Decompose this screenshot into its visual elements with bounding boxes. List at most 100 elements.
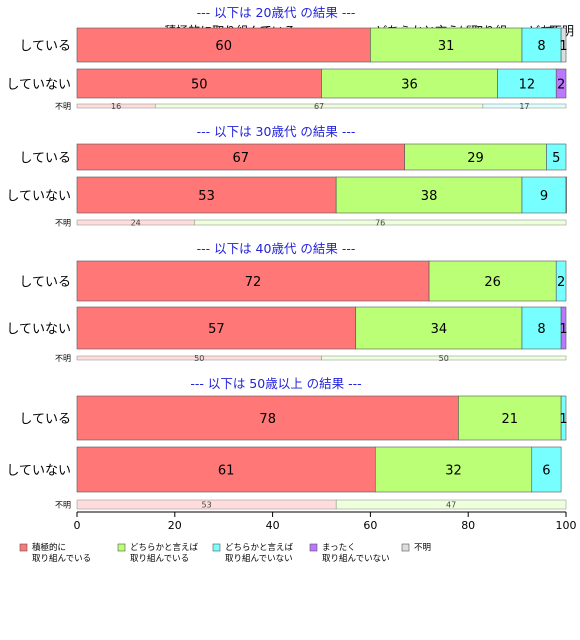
row-label: していない [6, 78, 71, 93]
legend-swatch [212, 543, 221, 552]
bar-value-label: 38 [421, 189, 438, 204]
bar-value-label: 26 [484, 275, 501, 290]
unknown-value-label: 50 [439, 354, 449, 363]
bar-segment [374, 446, 533, 493]
bar-value-label: 36 [401, 78, 418, 93]
x-tick-label: 0 [74, 519, 81, 532]
bar-value-label: 8 [537, 322, 545, 337]
legend-label: まったく [322, 543, 356, 553]
bar-value-label: 53 [198, 189, 215, 204]
bar-segment [355, 306, 523, 350]
bar-value-label: 61 [218, 464, 235, 479]
bar-segment [76, 143, 405, 171]
bar-segment [555, 68, 567, 99]
bar-segment [321, 68, 498, 99]
bar-segment [370, 27, 523, 63]
unknown-segment [321, 355, 567, 361]
bar-value-label: 5 [552, 151, 560, 166]
bar-segment [76, 260, 430, 302]
row-label: していない [6, 322, 71, 337]
legend-label: どちらかと言えば [225, 542, 294, 553]
bar-value-label: 67 [233, 151, 250, 166]
unknown-value-label: 24 [131, 219, 141, 228]
bar-segment [546, 143, 567, 171]
legend-label: どちらかと言えば [130, 542, 199, 553]
bar-segment [76, 68, 322, 99]
bar-segment [76, 27, 371, 63]
bar-segment [497, 68, 557, 99]
bar-segment [428, 260, 557, 302]
legend-swatch [19, 543, 28, 552]
bar-segment [565, 176, 567, 214]
group-title: --- 以下は 30歳代 の結果 --- [197, 124, 356, 139]
bar-value-label: 9 [540, 189, 548, 204]
unknown-segment [482, 103, 567, 109]
legend-label: 取り組んでいる [32, 553, 91, 564]
row-label: していない [6, 189, 71, 204]
bar-segment [560, 27, 567, 63]
row-label: している [19, 39, 71, 54]
bar-segment [521, 306, 562, 350]
unknown-value-label: 53 [201, 501, 211, 510]
group-title: --- 以下は 50歳以上 の結果 --- [190, 376, 361, 391]
x-tick-label: 80 [461, 519, 475, 532]
bar-value-label: 57 [208, 322, 225, 337]
legend-swatch [401, 543, 410, 552]
bar-value-label: 32 [445, 464, 462, 479]
bar-segment [560, 306, 567, 350]
unknown-segment [194, 219, 567, 226]
bar-segment [76, 395, 459, 441]
row-label: している [19, 275, 71, 290]
bar-value-label: 34 [431, 322, 448, 337]
bar-value-label: 60 [215, 39, 232, 54]
unknown-segment [335, 499, 567, 510]
bar-segment [560, 395, 567, 441]
row-label: している [19, 151, 71, 166]
legend-label: 取り組んでいない [322, 553, 390, 564]
unknown-value-label: 47 [446, 501, 456, 510]
bar-value-label: 21 [501, 412, 518, 427]
bar-value-label: 72 [245, 275, 262, 290]
bar-segment [521, 27, 562, 63]
bar-segment [555, 260, 567, 302]
legend-label: 積極的に [32, 542, 66, 553]
bar-segment [76, 306, 357, 350]
unknown-row-label: 不明 [55, 501, 71, 510]
legend-swatch [117, 543, 126, 552]
legend-label: 不明 [414, 543, 431, 553]
bar-segment [531, 446, 562, 493]
group-title: --- 以下は 40歳代 の結果 --- [197, 241, 356, 256]
bar-segment [76, 446, 376, 493]
bar-segment [521, 176, 567, 214]
unknown-value-label: 76 [375, 219, 385, 228]
bar-value-label: 1 [559, 322, 567, 337]
group-title: --- 以下は 20歳代 の結果 --- [197, 5, 356, 20]
legend-swatch [309, 543, 318, 552]
unknown-value-label: 50 [194, 354, 204, 363]
bar-value-label: 8 [537, 39, 545, 54]
bar-segment [458, 395, 562, 441]
x-tick-label: 100 [556, 519, 577, 532]
bar-value-label: 2 [557, 78, 565, 93]
x-tick-label: 20 [168, 519, 182, 532]
bar-value-label: 31 [438, 39, 455, 54]
x-tick-label: 60 [363, 519, 377, 532]
unknown-value-label: 16 [111, 102, 121, 111]
legend-label: 取り組んでいる [130, 553, 189, 564]
bar-segment [335, 176, 523, 214]
unknown-value-label: 17 [519, 102, 529, 111]
row-label: していない [6, 464, 71, 479]
bar-value-label: 50 [191, 78, 208, 93]
legend-label: 取り組んでいない [225, 553, 293, 564]
bar-value-label: 1 [559, 39, 567, 54]
bar-segment [76, 176, 337, 214]
unknown-row-label: 不明 [55, 102, 71, 111]
unknown-value-label: 67 [314, 102, 324, 111]
unknown-row-label: 不明 [55, 219, 71, 228]
bar-value-label: 6 [542, 464, 550, 479]
row-label: している [19, 412, 71, 427]
unknown-row-label: 不明 [55, 354, 71, 363]
bar-value-label: 1 [559, 412, 567, 427]
